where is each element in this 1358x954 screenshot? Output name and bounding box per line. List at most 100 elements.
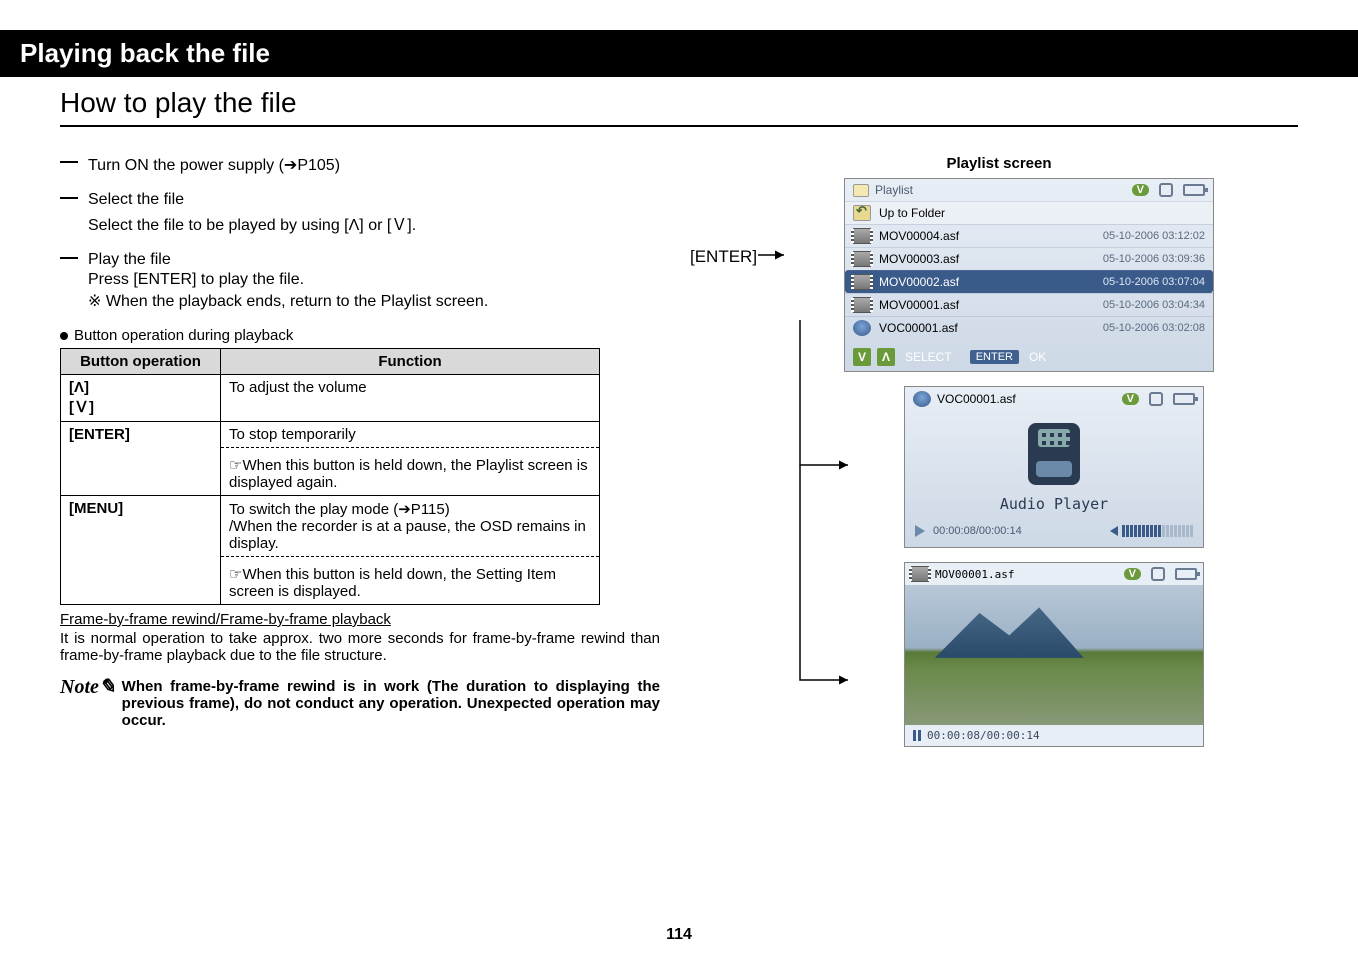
battery-icon: [1173, 393, 1195, 405]
cell-func-enter: To stop temporarily ☞When this button is…: [221, 422, 600, 496]
section-subtitle: How to play the file: [60, 87, 1298, 127]
playlist-date: 05-10-2006 03:07:04: [1103, 276, 1205, 288]
th-button-operation: Button operation: [61, 349, 221, 375]
func-sub: ☞When this button is held down, the Play…: [229, 452, 591, 491]
film-icon: [853, 274, 871, 290]
frame-section-body: It is normal operation to take approx. t…: [60, 630, 660, 664]
playlist-footer: V Λ SELECT ENTER OK: [845, 343, 1213, 371]
bullet-icon: [60, 332, 68, 340]
video-thumbnail: [905, 585, 1203, 725]
playlist-row[interactable]: MOV00004.asf 05-10-2006 03:12:02: [845, 224, 1213, 247]
frame-section-title: Frame-by-frame rewind/Frame-by-frame pla…: [60, 611, 660, 628]
step-dash: [60, 161, 78, 163]
audio-time: 00:00:08/00:00:14: [933, 525, 1022, 537]
playlist-row[interactable]: MOV00001.asf 05-10-2006 03:04:34: [845, 293, 1213, 316]
audio-filename: VOC00001.asf: [937, 392, 1023, 406]
table-row: [MENU] To switch the play mode (➔P115) /…: [61, 496, 600, 605]
enter-label: [ENTER]: [690, 247, 757, 267]
audio-body: Audio Player: [905, 411, 1203, 521]
playlist-screen-label: Playlist screen: [700, 155, 1298, 172]
playlist-date: 05-10-2006 03:04:34: [1103, 299, 1205, 311]
screens-wrapper: Playlist V Up to Folder MOV00004.asf 05-1…: [760, 178, 1298, 747]
film-icon: [853, 228, 871, 244]
playlist-screen: Playlist V Up to Folder MOV00004.asf 05-1…: [844, 178, 1214, 372]
button-operation-table: Button operation Function [Λ] [Ｖ] To adj…: [60, 348, 600, 605]
step-3-title: Play the file: [88, 251, 660, 269]
page-number: 114: [0, 926, 1358, 944]
up-folder-label: Up to Folder: [879, 206, 1205, 220]
dashed-divider: [221, 447, 599, 448]
video-time: 00:00:08/00:00:14: [927, 729, 1040, 742]
playlist-row[interactable]: MOV00003.asf05-10-2006 03:09:36: [845, 247, 1213, 270]
audio-player-label: Audio Player: [1000, 495, 1108, 513]
playlist-row[interactable]: MOV00002.asf 05-10-2006 03:07:04: [845, 270, 1213, 293]
up-folder-icon: [853, 205, 871, 221]
mic-icon: [853, 320, 871, 336]
playlist-filename: MOV00004.asf: [879, 229, 1095, 243]
film-icon: [853, 297, 871, 313]
step-2-body: Select the file to be played by using [Λ…: [88, 211, 660, 235]
step-3-body: Press [ENTER] to play the file.: [88, 271, 660, 289]
voice-recorder-icon: [1028, 423, 1080, 485]
up-to-folder-row[interactable]: Up to Folder: [845, 201, 1213, 224]
step-3-note: ※ When the playback ends, return to the …: [88, 291, 660, 311]
button-ops-label: Button operation during playback: [74, 327, 293, 344]
volume-bar: [1030, 525, 1193, 537]
audio-player-screen: VOC00001.asf V Audio Player 00:00:08/00:…: [904, 386, 1204, 548]
playlist-row[interactable]: VOC00001.asf05-10-2006 03:02:08: [845, 316, 1213, 339]
dashed-divider: [221, 556, 599, 557]
footer-select-label: SELECT: [905, 350, 952, 364]
playlist-date: 05-10-2006 03:12:02: [1103, 230, 1205, 242]
playlist-filename: MOV00001.asf: [879, 298, 1095, 312]
step-dash: [60, 257, 78, 259]
folder-icon: [853, 184, 869, 197]
th-function: Function: [221, 349, 600, 375]
mountain-graphic: [935, 602, 1084, 658]
footer-enter-key: ENTER: [970, 350, 1019, 364]
video-header: MOV00001.asf V: [905, 563, 1203, 585]
func-sub: ☞When this button is held down, the Sett…: [229, 561, 591, 600]
func-main: To stop temporarily: [229, 426, 591, 443]
playlist-header: Playlist V: [845, 179, 1213, 201]
step-2: Select the file Select the file to be pl…: [60, 191, 660, 235]
section-title-bar: Playing back the file: [0, 30, 1358, 77]
v-badge-icon: V: [1122, 393, 1139, 405]
step-3: Play the file Press [ENTER] to play the …: [60, 251, 660, 311]
footer-down-icon: V: [853, 348, 871, 366]
right-column: Playlist screen [ENTER] Playlist V Up to…: [700, 155, 1298, 747]
step-dash: [60, 197, 78, 199]
note-label: Note✎: [60, 674, 116, 699]
note-block: Note✎ When frame-by-frame rewind is in w…: [60, 674, 660, 729]
playlist-filename: MOV00002.asf: [879, 275, 1095, 289]
step-2-title: Select the file: [88, 191, 660, 209]
battery-icon: [1175, 568, 1197, 580]
cell-func-menu: To switch the play mode (➔P115) /When th…: [221, 496, 600, 605]
volume-icon: [1110, 526, 1118, 536]
playlist-date: 05-10-2006 03:02:08: [1103, 322, 1205, 334]
film-icon: [853, 251, 871, 267]
battery-icon: [1183, 184, 1205, 196]
pause-icon: [913, 730, 921, 741]
playlist-filename: MOV00003.asf: [879, 252, 1095, 266]
table-header-row: Button operation Function: [61, 349, 600, 375]
mic-icon: [913, 391, 931, 407]
cell-btn-menu: [MENU]: [61, 496, 221, 605]
note-text: When frame-by-frame rewind is in work (T…: [122, 674, 660, 729]
step-1: Turn ON the power supply (➔P105): [60, 155, 660, 175]
video-footer: 00:00:08/00:00:14: [905, 725, 1203, 746]
video-filename: MOV00001.asf: [935, 568, 1023, 581]
table-row: [ENTER] To stop temporarily ☞When this b…: [61, 422, 600, 496]
step-1-title: Turn ON the power supply (➔P105): [88, 155, 660, 175]
footer-up-icon: Λ: [877, 348, 895, 366]
playlist-title: Playlist: [875, 183, 1126, 197]
v-badge-icon: V: [1124, 568, 1141, 580]
func-main: To switch the play mode (➔P115) /When th…: [229, 500, 591, 552]
button-ops-heading: Button operation during playback: [60, 327, 660, 344]
table-row: [Λ] [Ｖ] To adjust the volume: [61, 375, 600, 422]
stop-badge-icon: [1159, 183, 1173, 197]
video-player-screen: MOV00001.asf V 00:00:08/00:00:14: [904, 562, 1204, 747]
footer-ok-label: OK: [1029, 350, 1046, 364]
stop-badge-icon: [1151, 567, 1165, 581]
film-icon: [911, 566, 929, 582]
audio-footer: 00:00:08/00:00:14: [905, 521, 1203, 541]
